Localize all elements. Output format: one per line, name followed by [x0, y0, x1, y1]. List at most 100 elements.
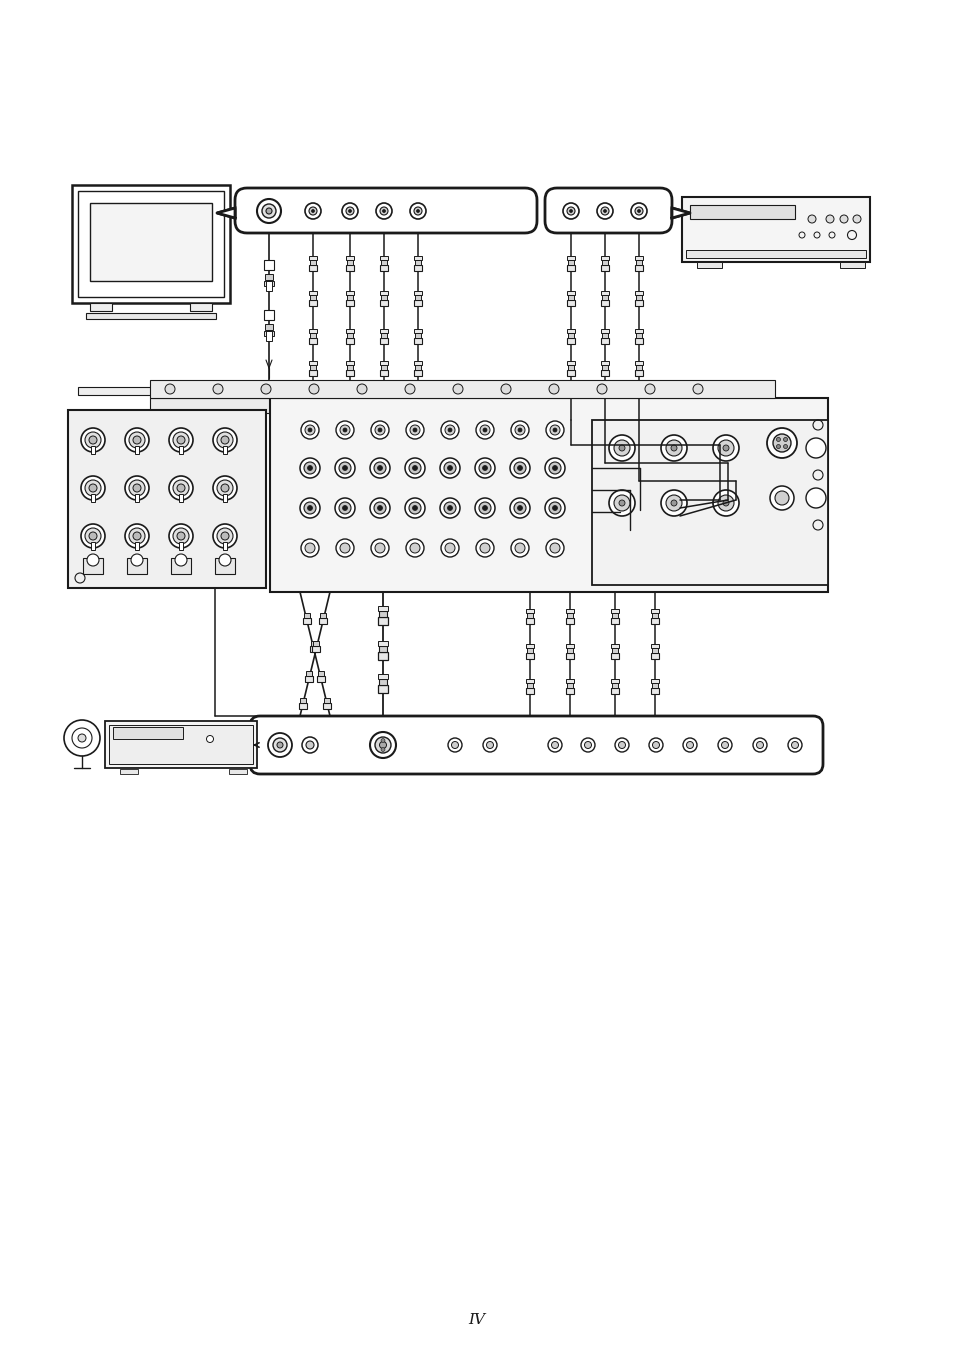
Bar	[299, 698, 305, 703]
Circle shape	[670, 500, 677, 507]
Circle shape	[686, 742, 693, 748]
Circle shape	[756, 742, 762, 748]
Circle shape	[338, 462, 351, 474]
Circle shape	[608, 490, 635, 516]
Circle shape	[476, 539, 494, 557]
Bar	[309, 290, 316, 295]
Circle shape	[447, 505, 452, 511]
Bar	[120, 769, 138, 774]
Bar	[525, 680, 534, 684]
Bar	[310, 259, 315, 265]
Bar	[635, 330, 642, 332]
Bar	[567, 365, 574, 370]
Bar	[310, 295, 315, 300]
Bar	[91, 446, 95, 454]
Circle shape	[375, 203, 392, 219]
Bar	[525, 617, 534, 624]
Bar	[378, 680, 387, 685]
Circle shape	[550, 543, 559, 553]
Circle shape	[615, 738, 628, 753]
Circle shape	[370, 732, 395, 758]
Bar	[68, 409, 266, 588]
Bar	[90, 203, 212, 281]
Bar	[612, 684, 618, 688]
Bar	[305, 676, 313, 682]
Bar	[346, 265, 354, 272]
Bar	[600, 338, 608, 345]
Circle shape	[379, 207, 388, 215]
Bar	[601, 295, 607, 300]
Circle shape	[718, 494, 733, 511]
Circle shape	[410, 543, 419, 553]
Circle shape	[338, 503, 351, 513]
Circle shape	[216, 480, 233, 496]
Circle shape	[346, 207, 354, 215]
Circle shape	[476, 422, 494, 439]
Circle shape	[129, 528, 145, 544]
Bar	[636, 259, 641, 265]
Bar	[379, 300, 388, 305]
Bar	[135, 542, 139, 550]
Circle shape	[580, 738, 595, 753]
Circle shape	[805, 438, 825, 458]
Bar	[650, 688, 659, 694]
Circle shape	[307, 505, 313, 511]
Bar	[414, 370, 421, 376]
Bar	[526, 613, 533, 617]
Circle shape	[305, 203, 320, 219]
Bar	[71, 185, 230, 303]
Circle shape	[551, 742, 558, 748]
Circle shape	[453, 384, 462, 394]
Bar	[316, 676, 324, 682]
Circle shape	[89, 532, 97, 540]
Bar	[377, 674, 388, 680]
Bar	[377, 617, 388, 626]
Bar	[565, 609, 574, 613]
Bar	[635, 370, 642, 376]
Bar	[379, 330, 388, 332]
Bar	[610, 609, 618, 613]
Bar	[600, 300, 608, 305]
Circle shape	[348, 209, 351, 212]
Circle shape	[339, 543, 350, 553]
Circle shape	[377, 505, 382, 511]
Circle shape	[444, 543, 455, 553]
Polygon shape	[671, 208, 689, 218]
Bar	[689, 205, 794, 219]
Bar	[635, 265, 642, 272]
Circle shape	[517, 428, 521, 432]
Circle shape	[301, 539, 318, 557]
Circle shape	[304, 462, 315, 474]
Bar	[179, 494, 183, 503]
Circle shape	[87, 554, 99, 566]
Bar	[264, 331, 274, 336]
Circle shape	[517, 505, 522, 511]
Bar	[681, 197, 869, 262]
Bar	[306, 671, 312, 676]
Bar	[91, 494, 95, 503]
Circle shape	[448, 428, 452, 432]
Circle shape	[221, 484, 229, 492]
Circle shape	[475, 499, 495, 517]
Bar	[347, 259, 353, 265]
Bar	[635, 300, 642, 305]
Circle shape	[375, 543, 385, 553]
Bar	[610, 680, 618, 684]
Bar	[229, 769, 247, 774]
Circle shape	[766, 428, 796, 458]
Bar	[566, 265, 575, 272]
Circle shape	[262, 204, 275, 218]
Circle shape	[515, 543, 524, 553]
Bar	[270, 399, 827, 592]
Circle shape	[791, 742, 798, 748]
Bar	[179, 542, 183, 550]
Bar	[600, 361, 608, 365]
Bar	[612, 648, 618, 653]
Circle shape	[548, 503, 560, 513]
Circle shape	[584, 742, 591, 748]
Bar	[109, 725, 253, 765]
Circle shape	[451, 742, 458, 748]
Bar	[90, 303, 112, 311]
Bar	[83, 558, 103, 574]
Bar	[566, 648, 573, 653]
